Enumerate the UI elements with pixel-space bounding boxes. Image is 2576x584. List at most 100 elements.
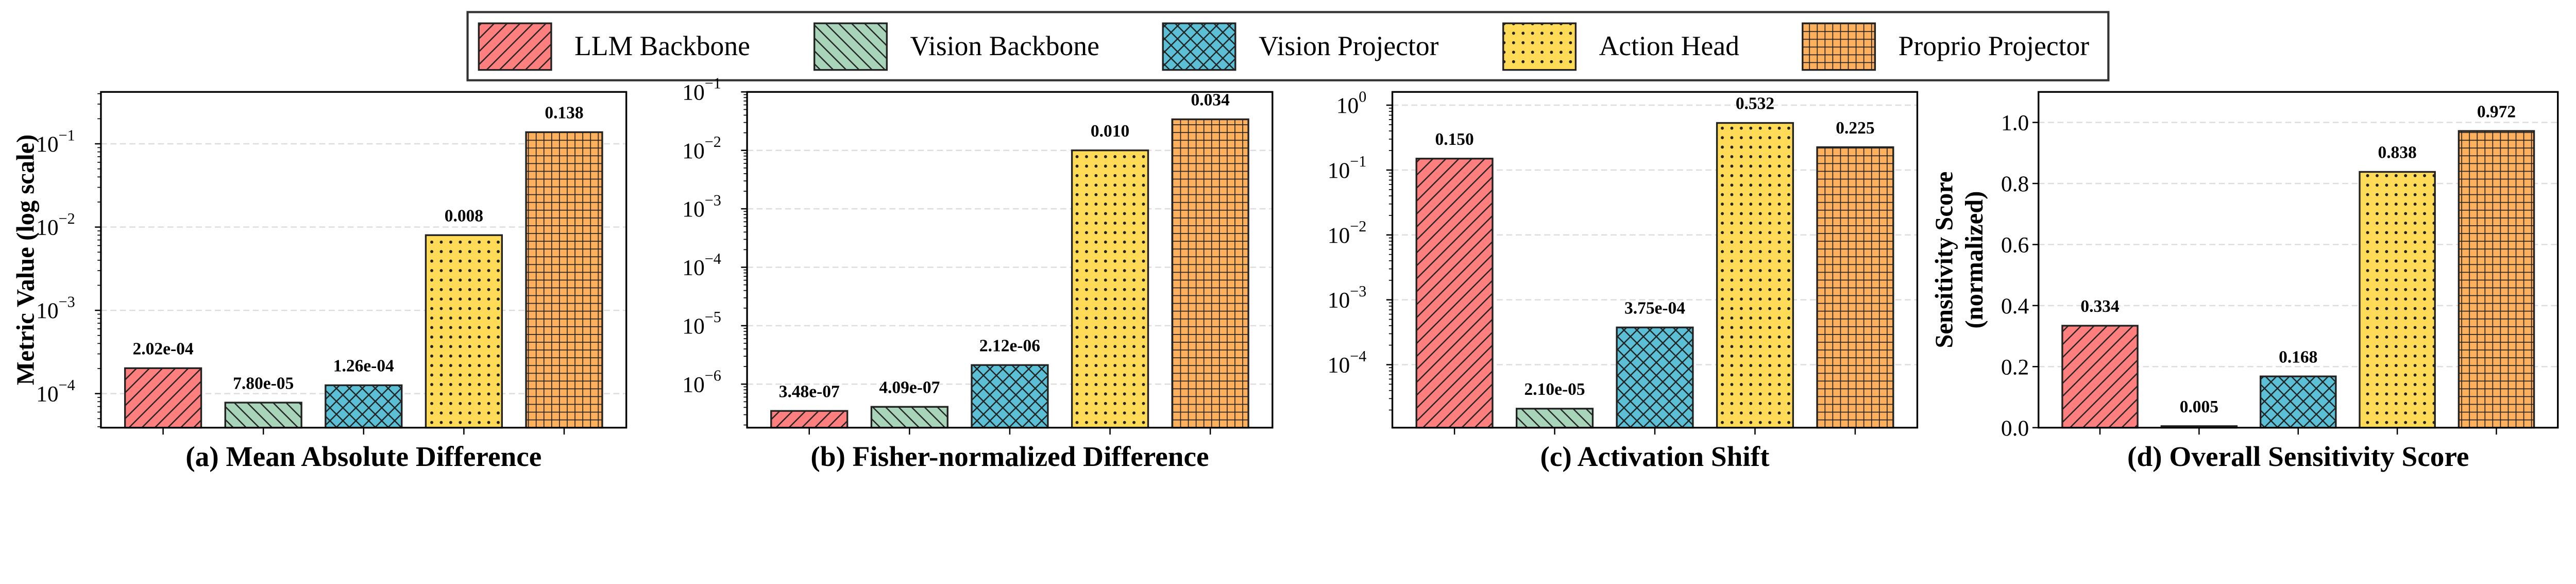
panels: 10−410−310−210−12.02e-047.80e-051.26e-04… — [11, 75, 2559, 472]
tick-exponent: −1 — [1350, 153, 1366, 170]
bar — [325, 384, 403, 429]
tick-base: 10 — [682, 256, 705, 280]
y-axis-label: (normalized) — [1960, 191, 1988, 329]
y-tick-label: 10−1 — [682, 75, 721, 105]
bar — [1516, 408, 1594, 429]
tick-base: 10 — [1328, 158, 1350, 183]
panel-d: 0.0 0.2 0.4 0.6 0.8 1.0 0.334 0.005 0.168 0.838 0.… — [1930, 91, 2559, 472]
bar — [971, 364, 1049, 429]
legend-item: LLM Backbone — [478, 22, 750, 71]
legend-swatch — [478, 22, 552, 71]
bar — [224, 402, 302, 429]
legend-swatch — [1162, 22, 1236, 71]
y-tick-label: 10−2 — [1328, 218, 1367, 248]
value-label: 0.168 — [2279, 347, 2317, 366]
value-label: 7.80e-05 — [233, 374, 294, 393]
value-label: 2.10e-05 — [1524, 380, 1585, 399]
legend-label: Vision Projector — [1259, 30, 1439, 61]
y-axis-label: Sensitivity Score — [1930, 172, 1958, 348]
value-label: 0.334 — [2080, 297, 2120, 316]
value-label: 4.09e-07 — [879, 378, 940, 397]
value-label: 3.48e-07 — [779, 382, 840, 401]
tick-exponent: −5 — [705, 308, 721, 326]
tick-base: 10 — [682, 197, 705, 222]
value-label: 0.225 — [1836, 119, 1874, 138]
legend-label: LLM Backbone — [574, 30, 750, 61]
y-tick-label: 10−3 — [682, 191, 721, 222]
legend: LLM Backbone Vision Backbone Vision Projec… — [466, 11, 2110, 81]
tick-exponent: −2 — [1350, 218, 1366, 235]
y-tick-label: 10−1 — [1328, 153, 1367, 183]
value-label: 0.138 — [545, 104, 583, 123]
y-tick-label: 0.0 — [2001, 416, 2029, 441]
value-label: 0.838 — [2378, 143, 2416, 162]
y-tick-label: 0.2 — [2001, 355, 2029, 379]
tick-base: 10 — [1328, 353, 1350, 378]
tick-base: 10 — [36, 382, 59, 407]
tick-base: 10 — [682, 139, 705, 163]
panel-c: 10−410−310−210−11000.1502.10e-053.75e-04… — [1328, 88, 1919, 472]
y-tick-label: 10−6 — [682, 367, 721, 397]
bar — [870, 406, 948, 429]
tick-base: 10 — [36, 215, 59, 240]
legend-item: Vision Projector — [1162, 22, 1439, 71]
legend-swatch — [814, 22, 888, 71]
tick-base: 10 — [682, 372, 705, 397]
bar — [425, 234, 503, 429]
bar — [1171, 118, 1249, 429]
tick-base: 10 — [682, 314, 705, 339]
bar — [124, 367, 202, 429]
legend-swatch — [1802, 22, 1876, 71]
value-label: 0.008 — [445, 206, 483, 225]
tick-exponent: −1 — [59, 126, 75, 144]
tick-exponent: −1 — [705, 75, 721, 92]
tick-exponent: −2 — [705, 133, 721, 151]
panel-a: 10−410−310−210−12.02e-047.80e-051.26e-04… — [11, 91, 628, 472]
y-tick-label: 100 — [1336, 88, 1367, 118]
y-tick-label: 10−2 — [682, 133, 721, 163]
y-tick-label: 10−2 — [36, 210, 75, 240]
panel-title: (b) Fisher-normalized Difference — [810, 441, 1209, 472]
tick-base: 10 — [1328, 288, 1350, 313]
tick-exponent: −3 — [705, 191, 721, 209]
y-tick-label: 0.4 — [2001, 294, 2029, 319]
tick-exponent: −4 — [705, 250, 721, 268]
bar — [2061, 325, 2139, 429]
tick-base: 10 — [682, 80, 705, 105]
bar — [1071, 149, 1149, 429]
axes-frame — [2038, 91, 2559, 429]
legend-label: Proprio Projector — [1899, 30, 2090, 61]
tick-exponent: −4 — [59, 376, 75, 394]
tick-exponent: −3 — [1350, 282, 1366, 300]
y-tick-label: 1.0 — [2001, 111, 2029, 136]
bar — [2259, 375, 2337, 429]
tick-base: 10 — [1336, 93, 1359, 118]
panel-title: (c) Activation Shift — [1540, 441, 1770, 472]
value-label: 0.972 — [2477, 102, 2516, 121]
value-label: 0.005 — [2180, 397, 2218, 416]
panel-title: (a) Mean Absolute Difference — [185, 441, 541, 472]
axes-frame — [746, 91, 1274, 429]
y-tick-label: 10−4 — [682, 250, 721, 280]
y-tick-label: 10−1 — [36, 126, 75, 157]
y-axis-label: Metric Value (log scale) — [11, 135, 39, 386]
bar — [770, 410, 849, 429]
value-label: 0.532 — [1736, 94, 1774, 113]
legend-swatch — [1502, 22, 1577, 71]
value-label: 0.150 — [1435, 130, 1473, 149]
legend-item: Proprio Projector — [1802, 22, 2090, 71]
legend-item: Vision Backbone — [814, 22, 1099, 71]
tick-base: 10 — [36, 132, 59, 157]
legend-label: Vision Backbone — [910, 30, 1099, 61]
sensitivity-figure: LLM Backbone Vision Backbone Vision Projec… — [11, 11, 2559, 472]
y-tick-label: 10−3 — [36, 293, 75, 323]
legend-item: Action Head — [1502, 22, 1739, 71]
bar — [1716, 122, 1794, 429]
tick-base: 10 — [1328, 223, 1350, 248]
bar — [525, 131, 603, 429]
y-tick-label: 10−4 — [1328, 347, 1367, 378]
tick-base: 10 — [36, 298, 59, 323]
y-tick-label: 0.8 — [2001, 172, 2029, 196]
bar — [2458, 130, 2535, 429]
bar — [2359, 171, 2436, 429]
